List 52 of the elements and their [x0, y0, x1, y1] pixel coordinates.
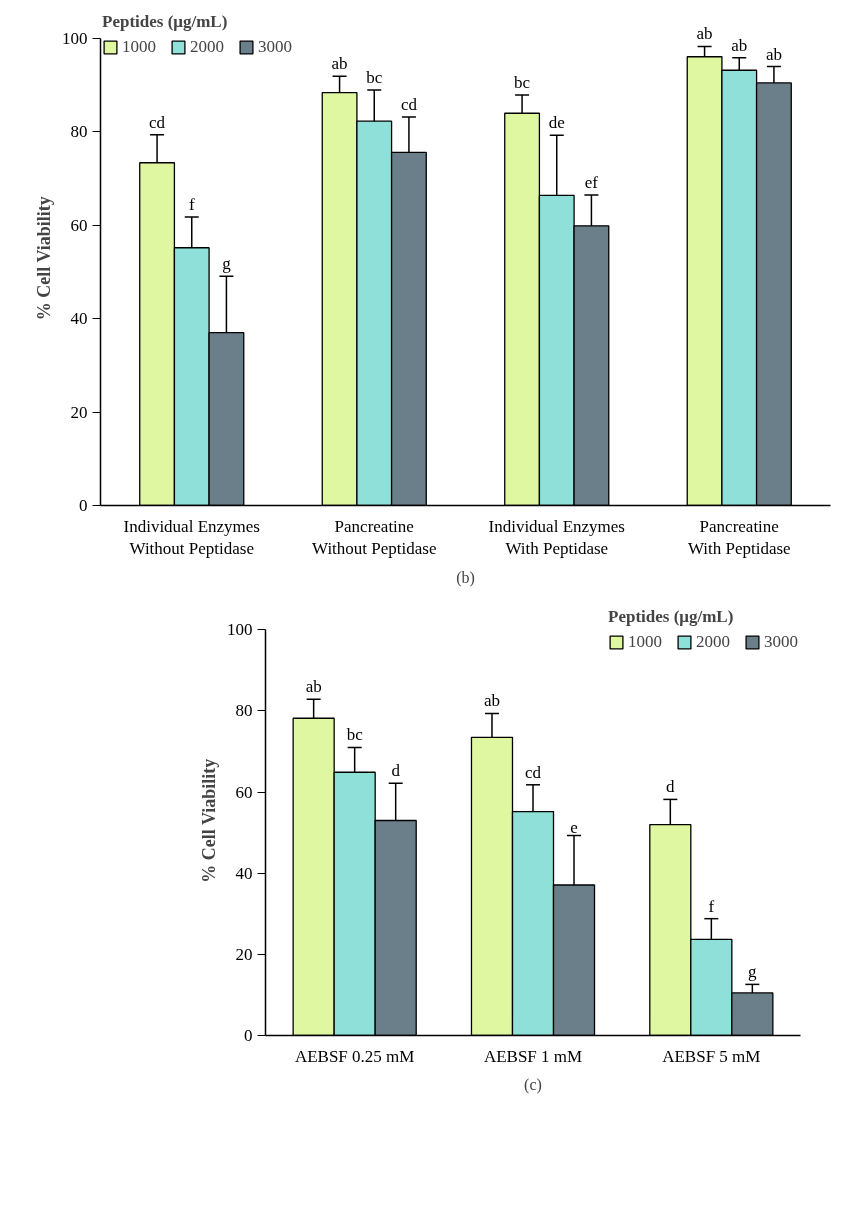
annotation: f: [708, 896, 715, 916]
y-tick-label: 100: [227, 620, 253, 640]
text: (c): [524, 1075, 542, 1094]
annotation: ab: [765, 44, 782, 64]
y-tick-label: 80: [70, 122, 88, 142]
annotation: ab: [331, 54, 348, 74]
annotation: bc: [366, 67, 383, 87]
y-tick-label: 100: [62, 29, 88, 49]
annotation: d: [666, 777, 676, 797]
x-tick-label: Pancreatine Without Peptidase: [312, 516, 437, 559]
annotation: d: [391, 761, 401, 781]
x-tick-label: Individual Enzymes With Peptidase: [488, 516, 625, 559]
y-tick-label: 0: [244, 1026, 253, 1045]
text: (b): [456, 568, 475, 587]
y-tick-label: 40: [235, 863, 253, 883]
annotation: ab: [731, 35, 748, 55]
annotation: bc: [514, 73, 531, 93]
x-tick-label: AEBSF 0.25 mM: [294, 1046, 415, 1066]
legend-label: 2000: [696, 632, 730, 652]
legend-label: 1000: [122, 37, 156, 57]
annotation: ab: [483, 691, 501, 711]
legend-label: 3000: [764, 632, 798, 652]
annotation: de: [548, 113, 565, 133]
annotation: g: [748, 962, 758, 982]
y-tick-label: 0: [79, 496, 88, 515]
y-tick-label: 20: [235, 944, 253, 964]
annotation: cd: [524, 762, 542, 782]
x-tick-label: AEBSF 5 mM: [662, 1046, 761, 1066]
y-axis-title: % Cell Viability: [199, 758, 219, 883]
legend-title: Peptides (μg/mL): [102, 12, 229, 32]
annotation: f: [188, 194, 195, 214]
annotation: g: [222, 254, 232, 274]
legend-label: 3000: [258, 37, 292, 57]
y-tick-label: 80: [235, 701, 253, 721]
annotation: bc: [346, 725, 364, 745]
annotation: ab: [696, 24, 713, 44]
y-axis-title: % Cell Viability: [34, 196, 54, 321]
y-tick-label: 40: [70, 309, 88, 329]
legend-label: 1000: [628, 632, 662, 652]
annotation: cd: [149, 112, 166, 132]
x-tick-label: AEBSF 1 mM: [483, 1046, 583, 1066]
annotation: e: [570, 817, 578, 837]
y-tick-label: 20: [70, 402, 88, 422]
annotation: cd: [400, 94, 418, 114]
annotation: ef: [584, 172, 599, 192]
y-tick-label: 60: [70, 215, 88, 235]
x-tick-label: Pancreatine With Peptidase: [687, 516, 791, 559]
annotation: ab: [305, 677, 322, 697]
y-tick-label: 60: [235, 782, 253, 802]
x-tick-label: Individual Enzymes Without Peptidase: [123, 516, 260, 559]
legend-label: 2000: [190, 37, 224, 57]
legend-title: Peptides (μg/mL): [608, 607, 735, 627]
